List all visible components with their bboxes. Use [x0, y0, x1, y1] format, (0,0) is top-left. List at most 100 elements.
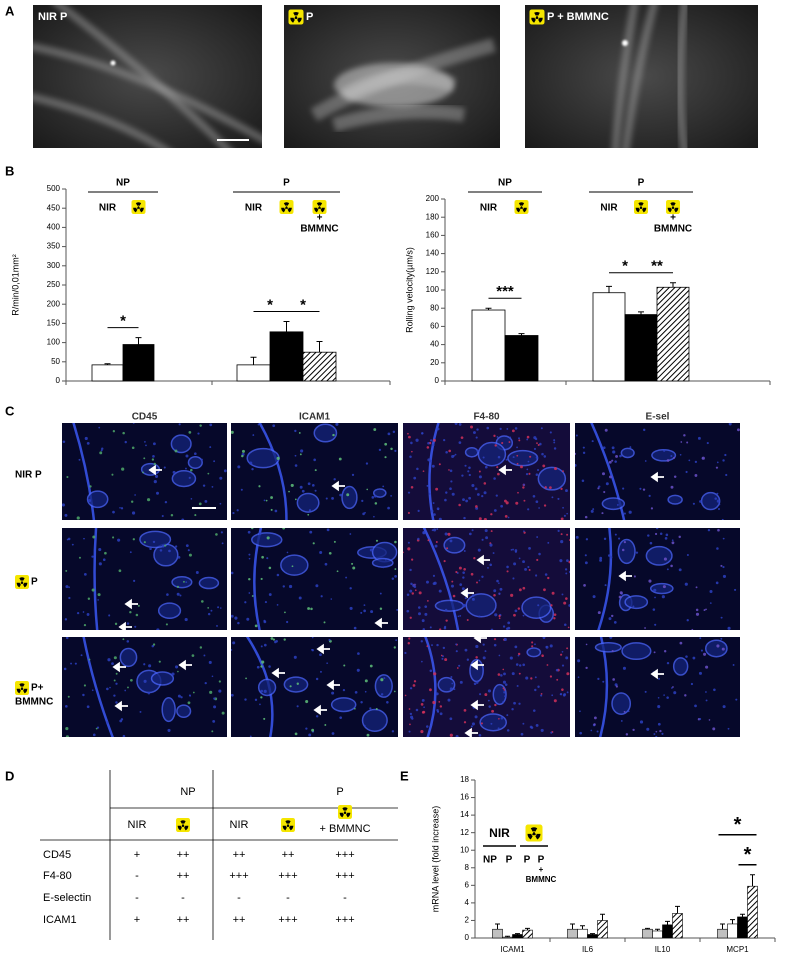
nucleus — [153, 480, 157, 484]
nucleus — [156, 491, 159, 495]
nucleus — [579, 731, 583, 735]
gland — [371, 557, 394, 568]
nucleus — [167, 728, 171, 732]
gland — [443, 536, 466, 554]
nucleus — [432, 502, 435, 504]
nucleus — [420, 640, 423, 643]
nucleus — [319, 653, 322, 657]
nucleus — [564, 623, 567, 626]
nucleus — [86, 441, 90, 445]
nucleus — [408, 708, 411, 710]
nucleus — [62, 503, 65, 507]
nucleus — [611, 650, 614, 653]
nucleus — [185, 581, 188, 584]
nucleus — [427, 442, 430, 445]
nucleus — [294, 732, 298, 736]
nucleus — [471, 594, 475, 597]
nucleus — [294, 498, 297, 501]
nucleus — [478, 733, 482, 737]
nucleus — [685, 470, 688, 474]
nucleus — [248, 578, 251, 581]
nucleus — [544, 573, 548, 576]
nucleus — [363, 604, 366, 607]
bar-note: + — [317, 213, 323, 224]
gland — [594, 642, 622, 653]
nucleus — [525, 676, 529, 680]
nucleus — [506, 570, 509, 573]
nucleus — [718, 503, 721, 506]
tissue-edge — [422, 528, 460, 630]
nucleus — [409, 723, 411, 726]
nucleus — [567, 626, 570, 629]
nucleus — [471, 722, 475, 726]
nucleus — [666, 568, 669, 571]
nucleus — [80, 654, 83, 657]
nucleus — [615, 685, 618, 688]
nucleus — [153, 462, 156, 466]
nucleus — [325, 497, 328, 500]
nucleus — [695, 586, 698, 589]
nucleus — [484, 693, 488, 696]
nucleus — [380, 678, 384, 682]
nucleus — [671, 541, 675, 545]
nucleus — [349, 606, 353, 610]
radiation-icon — [279, 200, 294, 214]
nucleus — [408, 730, 411, 733]
nucleus — [393, 690, 396, 693]
nucleus — [518, 588, 522, 592]
nucleus — [722, 459, 725, 462]
nucleus — [249, 735, 252, 737]
nucleus — [107, 658, 111, 662]
arrow — [464, 727, 478, 739]
nucleus — [241, 449, 245, 453]
nucleus — [633, 575, 636, 578]
nucleus — [575, 463, 577, 467]
nucleus — [89, 485, 92, 488]
nucleus — [429, 439, 433, 442]
nucleus — [152, 455, 155, 458]
nucleus — [456, 600, 459, 603]
nucleus — [67, 695, 70, 698]
nucleus — [566, 512, 568, 515]
error-bar — [515, 933, 520, 935]
nucleus — [202, 484, 206, 487]
nucleus — [560, 653, 563, 656]
nucleus — [484, 529, 488, 533]
nucleus — [478, 470, 481, 473]
y-tick-label: 12 — [460, 828, 469, 837]
nucleus — [475, 505, 478, 508]
nucleus — [486, 426, 490, 430]
nucleus — [231, 430, 234, 434]
microscopy-image: NIR P — [33, 5, 262, 148]
nucleus — [436, 427, 440, 431]
nucleus — [604, 584, 607, 587]
nucleus — [98, 562, 102, 566]
nucleus — [462, 576, 465, 579]
nucleus — [455, 570, 458, 574]
nucleus — [493, 638, 497, 641]
nucleus — [493, 509, 497, 512]
y-tick-label: 200 — [47, 299, 61, 308]
error-bar — [518, 333, 525, 336]
vessel — [332, 104, 466, 132]
gland — [139, 530, 172, 549]
gland — [667, 494, 683, 505]
nucleus — [695, 612, 700, 616]
nucleus — [490, 722, 493, 725]
nucleus — [507, 516, 510, 519]
gland — [649, 582, 674, 595]
nucleus — [706, 441, 709, 445]
nucleus — [673, 456, 676, 459]
nucleus — [563, 601, 567, 605]
nucleus — [143, 541, 146, 544]
nucleus — [655, 735, 658, 737]
nucleus — [417, 537, 420, 541]
nucleus — [671, 539, 674, 542]
nucleus — [220, 531, 223, 534]
radiation-icon — [15, 681, 29, 695]
nucleus — [563, 514, 566, 517]
nucleus — [491, 709, 495, 713]
nucleus — [506, 729, 510, 732]
nucleus — [269, 447, 272, 450]
nucleus — [679, 453, 682, 456]
